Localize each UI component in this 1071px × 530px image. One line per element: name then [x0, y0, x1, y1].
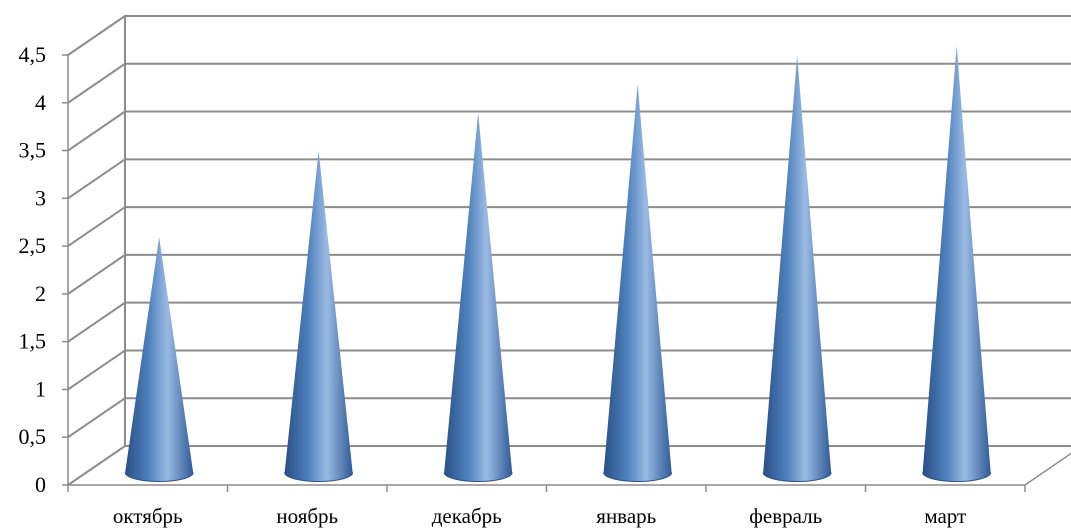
cone-base-edge [124, 472, 194, 483]
x-category-label: декабрь [432, 504, 502, 528]
cone-base-edge [922, 472, 992, 483]
y-axis-tick-labels: 0 0,5 1 1,5 2 2,5 3 3,5 4 4,5 [19, 42, 47, 497]
x-category-label: октябрь [113, 504, 183, 528]
gridline [67, 445, 1071, 486]
cone-4 [603, 84, 673, 483]
cone-2 [284, 151, 354, 483]
gridline [67, 62, 1071, 104]
cone-6 [922, 46, 992, 483]
gridline [67, 349, 1071, 391]
gridlines [67, 15, 1071, 486]
cone-base-edge [603, 472, 673, 483]
gridline [67, 15, 1071, 56]
gridline [67, 253, 1071, 295]
y-tick-label: 2,5 [19, 233, 47, 258]
cone-body [284, 151, 353, 482]
x-axis-category-labels: октябрь ноябрь декабрь январь февраль март [113, 504, 966, 528]
cone-1 [124, 237, 194, 483]
y-tick-label: 4 [35, 90, 46, 115]
y-tick-label: 1 [35, 376, 46, 401]
x-category-label: март [924, 504, 966, 528]
y-tick-label: 0 [35, 472, 46, 497]
y-tick-label: 4,5 [19, 42, 47, 67]
x-category-label: февраль [749, 504, 822, 528]
gridline [67, 301, 1071, 343]
cones [124, 46, 992, 483]
cone-base-edge [762, 472, 832, 483]
y-tick-label: 3,5 [19, 138, 47, 163]
axes [62, 16, 1071, 492]
cone-body [603, 84, 672, 482]
cone-base-edge [443, 472, 513, 483]
cone-5 [762, 55, 832, 483]
cone-3 [443, 112, 513, 483]
cone-body [922, 46, 991, 482]
x-category-label: ноябрь [276, 504, 338, 528]
y-tick-label: 0,5 [19, 424, 47, 449]
gridline [67, 110, 1071, 152]
y-tick-label: 1,5 [19, 329, 47, 354]
cone-base-edge [284, 472, 354, 483]
cone-body [444, 112, 513, 482]
gridline [67, 158, 1071, 200]
y-tick-label: 3 [35, 185, 46, 210]
cone-body [125, 237, 194, 482]
x-category-label: январь [596, 504, 656, 528]
floor-edge [68, 452, 1071, 486]
y-tick-label: 2 [35, 281, 46, 306]
gridline [67, 206, 1071, 247]
gridline [67, 397, 1071, 439]
cone-body [763, 55, 832, 482]
